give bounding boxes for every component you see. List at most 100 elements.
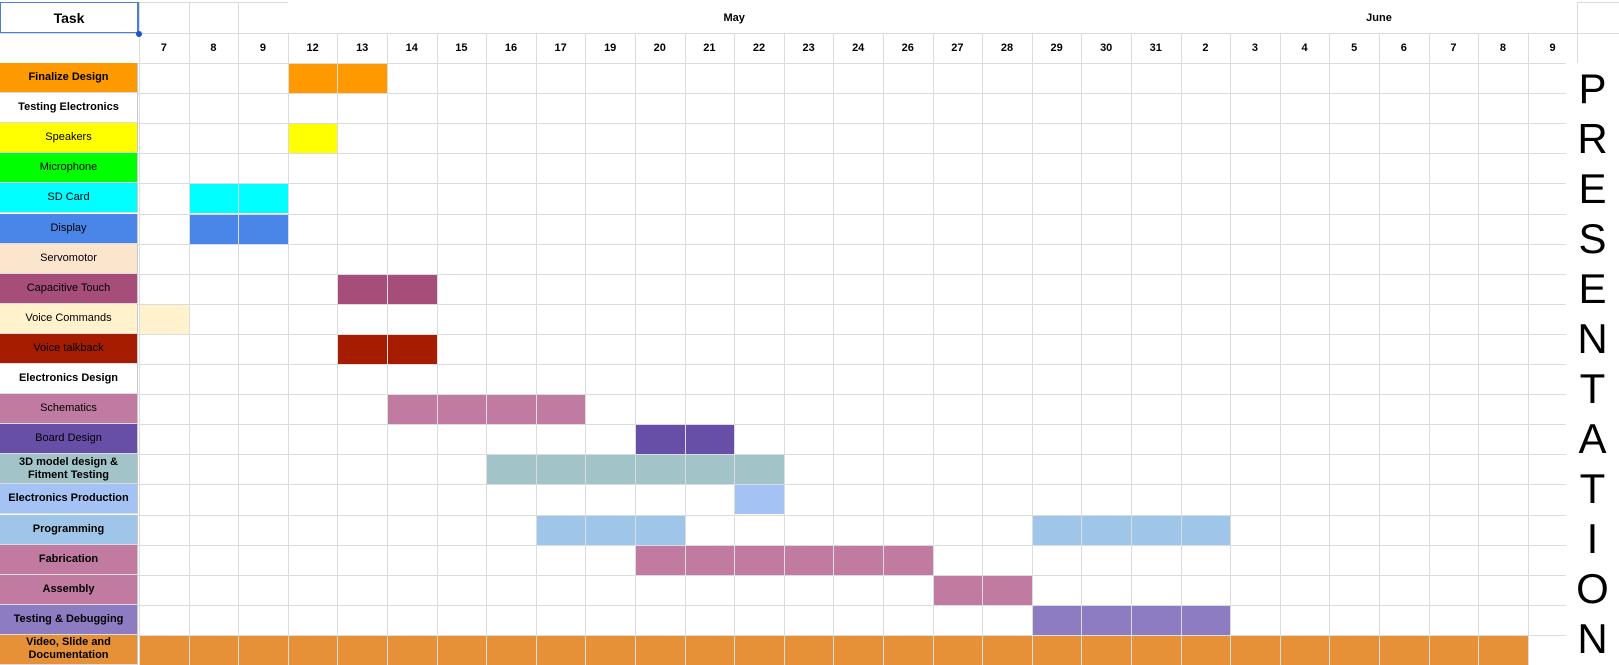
gantt-bar-cell[interactable] <box>1081 514 1132 545</box>
gantt-bar-cell[interactable] <box>387 394 438 425</box>
gantt-bar-cell[interactable] <box>535 514 586 545</box>
day-header[interactable]: 30 <box>1100 42 1113 54</box>
gantt-bar-cell[interactable] <box>337 634 388 665</box>
day-header[interactable]: 29 <box>1050 42 1063 54</box>
task-cell[interactable]: Testing & Debugging <box>0 604 138 635</box>
day-header[interactable]: 2 <box>1202 42 1209 54</box>
day-header[interactable]: 20 <box>653 42 666 54</box>
gantt-bar-cell[interactable] <box>387 273 438 304</box>
gantt-bar-cell[interactable] <box>535 634 586 665</box>
gantt-bar-cell[interactable] <box>734 454 785 485</box>
gantt-bar-cell[interactable] <box>635 454 686 485</box>
day-header[interactable]: 4 <box>1301 42 1308 54</box>
task-cell[interactable]: Electronics Design <box>0 364 138 395</box>
task-cell[interactable]: Schematics <box>0 394 138 425</box>
gantt-bar-cell[interactable] <box>1230 634 1281 665</box>
day-header[interactable]: 9 <box>259 42 267 54</box>
gantt-bar-cell[interactable] <box>1180 604 1231 635</box>
gantt-bar-cell[interactable] <box>486 634 537 665</box>
gantt-bar-cell[interactable] <box>883 544 934 575</box>
gantt-bar-cell[interactable] <box>1180 634 1231 665</box>
gantt-bar-cell[interactable] <box>238 183 289 214</box>
task-cell[interactable]: Microphone <box>0 153 138 184</box>
gantt-bar-cell[interactable] <box>337 273 388 304</box>
gantt-bar-cell[interactable] <box>436 634 487 665</box>
gantt-bar-cell[interactable] <box>734 544 785 575</box>
day-header[interactable]: 23 <box>802 42 815 54</box>
task-cell[interactable]: Testing Electronics <box>0 93 138 124</box>
gantt-bar-cell[interactable] <box>1180 514 1231 545</box>
task-cell[interactable]: Servomotor <box>0 243 138 274</box>
selection-handle[interactable] <box>136 31 142 37</box>
gantt-bar-cell[interactable] <box>188 634 239 665</box>
gantt-bar-cell[interactable] <box>1379 634 1430 665</box>
task-cell[interactable]: Voice Commands <box>0 303 138 334</box>
task-cell[interactable]: Display <box>0 213 138 244</box>
day-header[interactable]: 6 <box>1400 42 1407 54</box>
gantt-bar-cell[interactable] <box>139 634 190 665</box>
day-header[interactable]: 8 <box>210 42 217 54</box>
gantt-bar-cell[interactable] <box>238 634 289 665</box>
day-header[interactable]: 22 <box>752 42 766 54</box>
task-cell[interactable]: Fabrication <box>0 544 138 575</box>
task-cell[interactable]: Voice talkback <box>0 333 138 364</box>
day-header[interactable]: 19 <box>604 42 617 54</box>
gantt-bar-cell[interactable] <box>684 424 735 455</box>
task-cell[interactable]: Assembly <box>0 574 138 605</box>
gantt-bar-cell[interactable] <box>734 634 785 665</box>
gantt-bar-cell[interactable] <box>635 544 686 575</box>
gantt-bar-cell[interactable] <box>635 424 686 455</box>
gantt-bar-cell[interactable] <box>982 574 1033 605</box>
gantt-bar-cell[interactable] <box>1329 634 1380 665</box>
task-cell[interactable]: Programming <box>0 514 138 545</box>
day-header[interactable]: 5 <box>1351 42 1358 54</box>
gantt-bar-cell[interactable] <box>1131 514 1182 545</box>
gantt-bar-cell[interactable] <box>436 394 487 425</box>
gantt-bar-cell[interactable] <box>188 213 239 244</box>
gantt-bar-cell[interactable] <box>585 634 636 665</box>
month-header-may[interactable]: May <box>287 2 1181 33</box>
gantt-bar-cell[interactable] <box>783 544 834 575</box>
gantt-bar-cell[interactable] <box>139 303 190 334</box>
gantt-bar-cell[interactable] <box>287 634 338 665</box>
day-header[interactable]: 15 <box>455 42 468 54</box>
gantt-bar-cell[interactable] <box>337 63 388 94</box>
gantt-bar-cell[interactable] <box>982 634 1033 665</box>
gantt-bar-cell[interactable] <box>1031 514 1082 545</box>
day-header[interactable]: 7 <box>160 42 167 54</box>
day-header[interactable]: 9 <box>1549 42 1556 54</box>
gantt-bar-cell[interactable] <box>387 333 438 364</box>
gantt-bar-cell[interactable] <box>585 514 636 545</box>
gantt-bar-cell[interactable] <box>486 454 537 485</box>
task-cell[interactable]: Capacitive Touch <box>0 273 138 304</box>
gantt-bar-cell[interactable] <box>1478 634 1529 665</box>
gantt-bar-cell[interactable] <box>783 634 834 665</box>
task-cell[interactable]: Video, Slide and Documentation <box>0 634 138 665</box>
gantt-bar-cell[interactable] <box>1081 634 1132 665</box>
gantt-bar-cell[interactable] <box>1081 604 1132 635</box>
task-cell[interactable]: Electronics Production <box>0 484 138 515</box>
day-header[interactable]: 21 <box>703 42 716 54</box>
day-header[interactable]: 12 <box>306 42 319 54</box>
gantt-bar-cell[interactable] <box>486 394 537 425</box>
day-header[interactable]: 24 <box>852 42 865 54</box>
gantt-bar-cell[interactable] <box>833 544 884 575</box>
gantt-bar-cell[interactable] <box>1428 634 1479 665</box>
task-cell[interactable]: Board Design <box>0 424 138 455</box>
gantt-bar-cell[interactable] <box>535 454 586 485</box>
gantt-bar-cell[interactable] <box>1131 634 1182 665</box>
gantt-bar-cell[interactable] <box>535 394 586 425</box>
gantt-bar-cell[interactable] <box>287 123 338 154</box>
gantt-bar-cell[interactable] <box>1131 604 1182 635</box>
task-cell[interactable]: 3D model design & Fitment Testing <box>0 454 138 485</box>
gantt-bar-cell[interactable] <box>337 333 388 364</box>
task-cell[interactable]: Finalize Design <box>0 63 138 94</box>
task-cell[interactable]: SD Card <box>0 183 138 214</box>
gantt-bar-cell[interactable] <box>1279 634 1330 665</box>
task-header-cell[interactable]: Task <box>0 2 139 33</box>
gantt-bar-cell[interactable] <box>684 634 735 665</box>
day-header[interactable]: 26 <box>901 42 914 54</box>
gantt-bar-cell[interactable] <box>734 484 785 515</box>
day-header[interactable]: 3 <box>1251 42 1259 54</box>
task-cell[interactable]: Speakers <box>0 123 138 154</box>
